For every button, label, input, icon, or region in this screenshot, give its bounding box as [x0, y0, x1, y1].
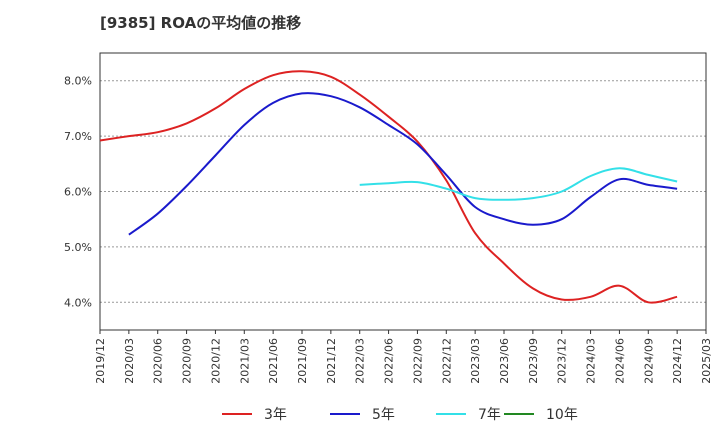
x-tick-label: 2021/03	[238, 338, 251, 384]
chart-title: [9385] ROAの平均値の推移	[100, 14, 302, 32]
x-tick-label: 2019/12	[94, 338, 107, 384]
x-tick-label: 2024/06	[613, 338, 626, 384]
x-axis: 2019/12 2020/03 2020/06 2020/09 2020/12 2021/…	[94, 330, 713, 384]
y-tick-label: 8.0%	[64, 75, 92, 88]
legend: 3年 5年 7年 10年	[222, 407, 578, 423]
x-tick-label: 2024/09	[642, 338, 655, 384]
x-tick-label: 2020/06	[152, 338, 165, 384]
legend-label: 5年	[372, 407, 395, 423]
x-tick-label: 2025/03	[700, 338, 713, 384]
x-tick-label: 2024/03	[585, 338, 598, 384]
legend-label: 10年	[546, 407, 578, 423]
x-tick-label: 2023/03	[469, 338, 482, 384]
x-tick-label: 2022/12	[440, 338, 453, 384]
x-tick-label: 2021/12	[325, 338, 338, 384]
x-tick-label: 2023/09	[527, 338, 540, 384]
series-line-7年	[359, 167, 678, 201]
y-axis: 4.0% 5.0% 6.0% 7.0% 8.0%	[64, 75, 92, 310]
x-tick-label: 2022/03	[354, 338, 367, 384]
x-tick-label: 2021/09	[296, 338, 309, 384]
x-tick-label: 2021/06	[267, 338, 280, 384]
x-tick-label: 2020/03	[123, 338, 136, 384]
series-lines	[99, 70, 678, 304]
legend-label: 3年	[264, 407, 287, 423]
x-tick-label: 2020/12	[209, 338, 222, 384]
y-tick-label: 5.0%	[64, 241, 92, 254]
y-tick-label: 7.0%	[64, 130, 92, 143]
legend-label: 7年	[478, 407, 501, 423]
plot-frame	[99, 52, 707, 331]
series-line-3年	[99, 70, 678, 304]
y-tick-label: 6.0%	[64, 186, 92, 199]
x-tick-label: 2020/09	[181, 338, 194, 384]
grid-lines	[100, 80, 706, 303]
x-tick-label: 2022/06	[383, 338, 396, 384]
series-line-5年	[128, 92, 678, 236]
y-tick-label: 4.0%	[64, 296, 92, 309]
x-tick-label: 2022/09	[411, 338, 424, 384]
x-tick-label: 2023/12	[556, 338, 569, 384]
x-tick-label: 2024/12	[671, 338, 684, 384]
x-tick-label: 2023/06	[498, 338, 511, 384]
